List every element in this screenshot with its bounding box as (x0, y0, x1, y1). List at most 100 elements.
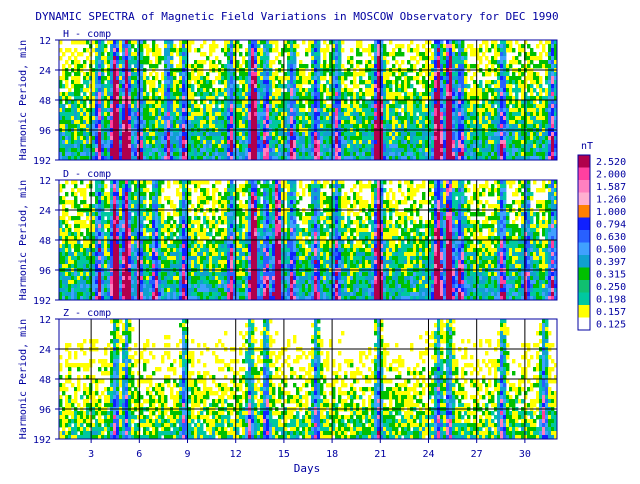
spectrum-cell (194, 64, 197, 68)
spectrum-cell (98, 256, 101, 260)
spectrum-cell (95, 244, 98, 248)
spectrum-cell (71, 284, 74, 288)
spectrum-cell (389, 140, 392, 144)
spectrum-cell (539, 84, 542, 88)
spectrum-cell (485, 140, 488, 144)
spectrum-cell (374, 152, 377, 156)
spectrum-cell (533, 56, 536, 60)
spectrum-cell (176, 108, 179, 112)
spectrum-cell (116, 260, 119, 264)
spectrum-cell (503, 88, 506, 92)
spectrum-cell (431, 60, 434, 64)
spectrum-cell (389, 108, 392, 112)
spectrum-cell (119, 44, 122, 48)
spectrum-cell (404, 136, 407, 140)
spectrum-cell (371, 140, 374, 144)
spectrum-cell (68, 120, 71, 124)
spectrum-cell (215, 104, 218, 108)
spectrum-cell (512, 132, 515, 136)
spectrum-cell (62, 244, 65, 248)
spectrum-cell (410, 40, 413, 44)
spectrum-cell (107, 284, 110, 288)
spectrum-cell (98, 216, 101, 220)
spectrum-cell (95, 272, 98, 276)
spectrum-cell (356, 64, 359, 68)
spectrum-cell (344, 108, 347, 112)
spectrum-cell (362, 92, 365, 96)
spectrum-cell (95, 180, 98, 184)
spectrum-cell (71, 140, 74, 144)
spectrum-cell (149, 152, 152, 156)
spectrum-cell (392, 48, 395, 52)
spectrum-cell (482, 124, 485, 128)
spectrum-cell (284, 100, 287, 104)
spectrum-cell (458, 80, 461, 84)
spectrum-cell (518, 116, 521, 120)
spectrum-cell (71, 252, 74, 256)
spectrum-cell (287, 152, 290, 156)
spectrum-cell (227, 140, 230, 144)
spectrum-cell (431, 148, 434, 152)
spectrum-cell (494, 152, 497, 156)
spectrum-cell (206, 140, 209, 144)
spectrum-cell (122, 284, 125, 288)
spectrum-cell (83, 40, 86, 44)
spectrum-cell (467, 116, 470, 120)
spectrum-cell (530, 104, 533, 108)
spectrum-cell (263, 140, 266, 144)
spectrum-cell (458, 72, 461, 76)
spectrum-cell (164, 56, 167, 60)
spectrum-cell (269, 132, 272, 136)
spectrum-cell (71, 108, 74, 112)
spectrum-cell (125, 84, 128, 88)
spectrum-cell (506, 72, 509, 76)
spectrum-cell (317, 104, 320, 108)
spectrum-cell (512, 108, 515, 112)
spectrum-cell (317, 116, 320, 120)
spectrum-cell (224, 92, 227, 96)
spectrum-cell (155, 120, 158, 124)
spectrum-cell (536, 136, 539, 140)
spectrum-cell (146, 92, 149, 96)
spectrum-cell (293, 144, 296, 148)
spectrum-cell (491, 108, 494, 112)
spectrum-cell (443, 120, 446, 124)
spectrum-cell (503, 72, 506, 76)
spectrum-cell (128, 136, 131, 140)
spectrum-cell (350, 140, 353, 144)
spectrum-cell (110, 132, 113, 136)
spectrum-cell (104, 144, 107, 148)
spectrum-cell (65, 116, 68, 120)
spectrum-cell (365, 144, 368, 148)
spectrum-cell (110, 252, 113, 256)
spectrum-cell (302, 124, 305, 128)
spectrum-cell (539, 52, 542, 56)
spectrum-cell (305, 88, 308, 92)
spectrum-cell (527, 56, 530, 60)
spectrum-cell (299, 132, 302, 136)
spectrum-cell (446, 64, 449, 68)
spectrum-cell (263, 44, 266, 48)
spectrum-cell (137, 148, 140, 152)
spectrum-cell (497, 52, 500, 56)
spectrum-cell (422, 44, 425, 48)
spectrum-cell (404, 104, 407, 108)
spectrum-cell (305, 140, 308, 144)
spectrum-cell (356, 112, 359, 116)
spectrum-cell (101, 244, 104, 248)
spectrum-cell (59, 292, 62, 296)
spectrum-cell (458, 120, 461, 124)
spectrum-cell (431, 112, 434, 116)
spectrum-cell (203, 140, 206, 144)
spectrum-cell (515, 84, 518, 88)
spectrum-cell (266, 132, 269, 136)
spectrum-cell (308, 72, 311, 76)
spectrum-cell (74, 136, 77, 140)
spectrum-cell (473, 72, 476, 76)
spectrum-cell (113, 92, 116, 96)
spectrum-cell (224, 112, 227, 116)
spectrum-cell (86, 280, 89, 284)
spectrum-cell (491, 120, 494, 124)
spectrum-cell (212, 148, 215, 152)
spectrum-cell (161, 124, 164, 128)
